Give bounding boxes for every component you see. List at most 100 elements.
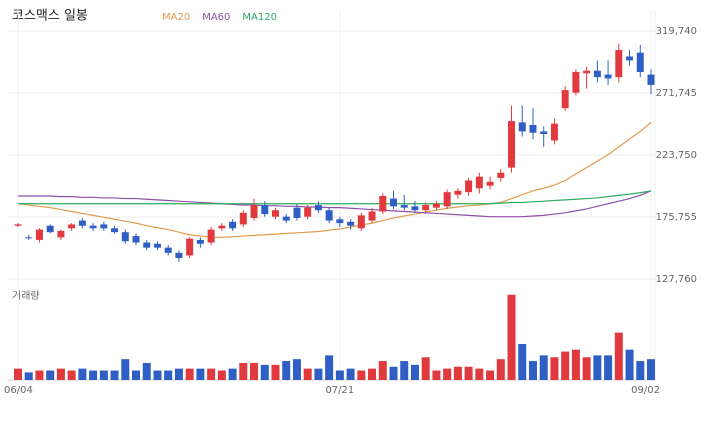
candle-body: [432, 203, 440, 208]
volume-bar: [260, 364, 269, 380]
candle-body: [35, 229, 43, 240]
volume-bar: [35, 370, 44, 380]
volume-bar: [207, 368, 216, 380]
chart-title: 코스맥스 일봉: [12, 9, 88, 24]
volume-bar: [164, 370, 173, 380]
volume-bar: [550, 357, 559, 380]
volume-bar: [636, 361, 645, 380]
candle-body: [497, 172, 505, 178]
volume-bar: [153, 370, 162, 380]
candle-body: [89, 225, 97, 229]
volume-bar: [228, 368, 237, 380]
legend-label: MA20: [162, 12, 190, 23]
candle-body: [486, 181, 494, 186]
candle-body: [508, 121, 516, 168]
y-tick-label: 319,740: [656, 26, 697, 37]
volume-bar: [24, 372, 33, 380]
ma-line: [17, 121, 652, 238]
volume-bar: [486, 370, 495, 380]
volume-bar: [335, 370, 344, 380]
volume-label: 거래량: [12, 290, 40, 302]
volume-bar: [282, 361, 291, 380]
volume-bar: [174, 368, 183, 380]
volume-bar: [528, 361, 537, 380]
candle-body: [25, 237, 33, 239]
volume-bar: [410, 364, 419, 380]
candle-body: [540, 131, 548, 135]
candle-body: [357, 215, 365, 229]
volume-bar: [217, 370, 226, 380]
candle-body: [647, 74, 655, 85]
candle-body: [250, 205, 258, 218]
volume-bar: [142, 362, 151, 380]
volume-bar: [507, 294, 516, 380]
volume-bar: [132, 370, 141, 380]
y-tick-label: 223,750: [656, 150, 697, 161]
candle-body: [78, 220, 86, 226]
candle-body: [604, 74, 612, 79]
candle-body: [636, 52, 644, 73]
candle-body: [186, 238, 194, 256]
candle-body: [465, 180, 473, 193]
candle-body: [626, 56, 634, 61]
candle-body: [132, 236, 140, 243]
volume-bar: [625, 349, 634, 380]
volume-bar: [614, 332, 623, 380]
candle-body: [422, 205, 430, 211]
legend-label: MA120: [242, 12, 277, 23]
candle-body: [572, 72, 580, 93]
x-tick-label: 07/21: [325, 385, 354, 396]
candle-body: [529, 124, 537, 133]
candle-body: [550, 123, 558, 141]
candle-body: [196, 239, 204, 244]
candle-body: [229, 221, 237, 229]
candle-body: [14, 224, 22, 226]
x-tick-label: 09/02: [631, 385, 660, 396]
candle-body: [218, 225, 226, 229]
volume-bar: [325, 355, 334, 380]
volume-bar: [389, 366, 398, 380]
volume-bar: [357, 370, 366, 380]
candle-body: [111, 228, 119, 233]
volume-bar: [604, 355, 613, 380]
legend-label: MA60: [202, 12, 230, 23]
candle-body: [336, 219, 344, 224]
volume-bar: [14, 368, 22, 380]
candle-body: [314, 205, 322, 211]
candle-body: [390, 198, 398, 207]
candle-body: [293, 207, 301, 218]
candle-body: [175, 252, 183, 259]
candle-body: [583, 70, 591, 74]
candle-body: [475, 176, 483, 189]
candle-body: [239, 212, 247, 225]
volume-bar: [539, 355, 548, 380]
candle-body: [143, 242, 151, 248]
volume-bar: [110, 370, 119, 380]
volume-bar: [368, 368, 377, 380]
candle-body: [593, 70, 601, 78]
volume-bar: [292, 359, 301, 380]
x-tick-label: 06/04: [4, 385, 33, 396]
volume-bar: [475, 368, 484, 380]
volume-bar: [421, 357, 430, 380]
candle-body: [615, 50, 623, 78]
volume-bar: [78, 368, 87, 380]
candle-body: [561, 90, 569, 109]
candle-body: [454, 190, 462, 195]
volume-bar: [99, 370, 108, 380]
volume-bar: [593, 355, 602, 380]
volume-bar: [518, 344, 527, 380]
volume-bar: [571, 349, 580, 380]
candle-body: [261, 205, 269, 215]
volume-bar: [303, 368, 312, 380]
candle-body: [68, 224, 76, 229]
volume-bar: [432, 370, 441, 380]
ma-line: [18, 190, 652, 218]
volume-bar: [314, 368, 323, 380]
volume-bar: [271, 364, 280, 380]
volume-bar: [239, 362, 248, 380]
volume-bar: [346, 368, 355, 380]
ma-line: [18, 190, 652, 205]
volume-bar: [67, 370, 76, 380]
